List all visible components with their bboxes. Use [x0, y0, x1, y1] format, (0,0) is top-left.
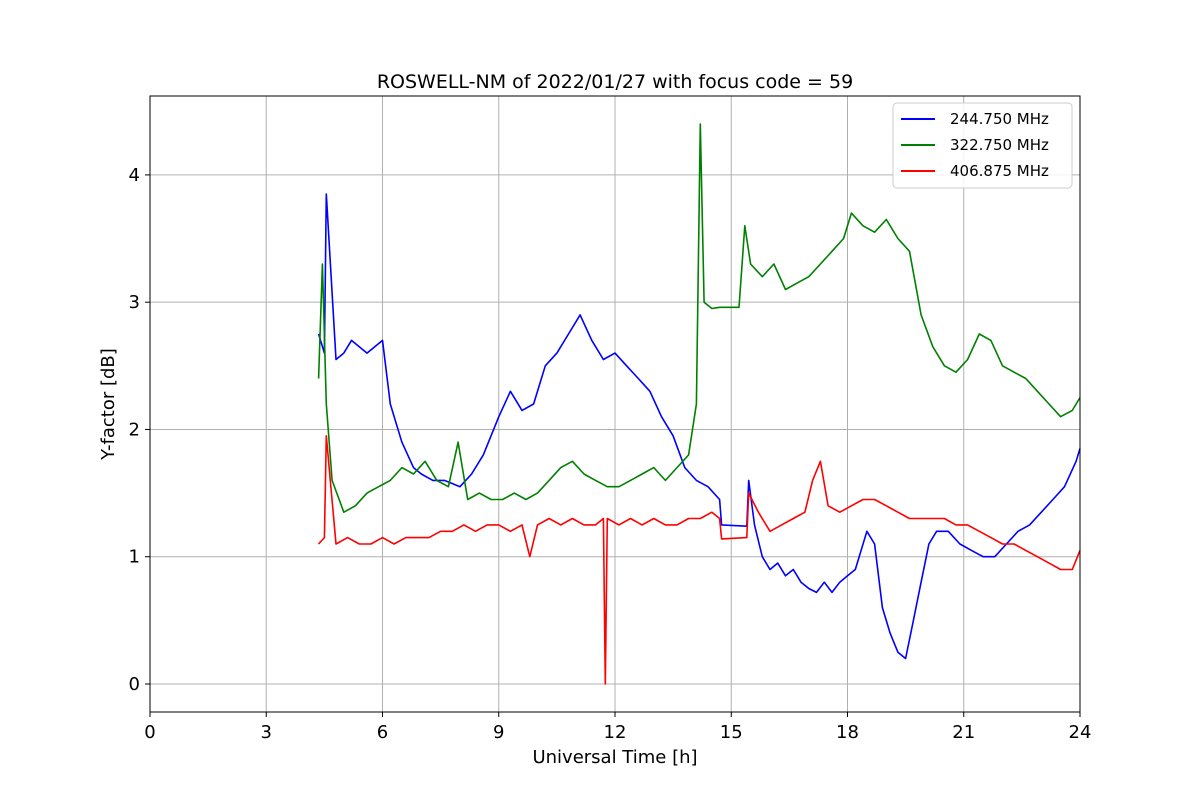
- y-axis-label: Y-factor [dB]: [98, 348, 119, 461]
- chart-title: ROSWELL-NM of 2022/01/27 with focus code…: [377, 71, 853, 93]
- y-tick-label: 4: [129, 165, 140, 186]
- x-tick-label: 3: [261, 722, 272, 743]
- x-tick-label: 6: [377, 722, 388, 743]
- series-layer: [317, 123, 1081, 685]
- legend-box: [892, 102, 1073, 189]
- legend-label-1: 322.750 MHz: [950, 136, 1049, 154]
- y-tick-label: 2: [129, 419, 140, 440]
- x-tick-label: 0: [144, 722, 155, 743]
- legend-label-0: 244.750 MHz: [950, 110, 1049, 128]
- series-line-1: [317, 123, 1081, 513]
- y-tick-label: 0: [129, 674, 140, 695]
- x-tick-label: 15: [720, 722, 743, 743]
- legend-label-2: 406.875 MHz: [950, 162, 1049, 180]
- y-tick-label: 1: [129, 547, 140, 568]
- y-tick-label: 3: [129, 292, 140, 313]
- series-line-2: [318, 435, 1081, 685]
- x-tick-label: 18: [836, 722, 859, 743]
- x-tick-label: 9: [493, 722, 504, 743]
- x-axis-label: Universal Time [h]: [532, 747, 697, 768]
- x-tick-label: 21: [952, 722, 975, 743]
- x-tick-label: 12: [604, 722, 627, 743]
- legend: 244.750 MHz 322.750 MHz 406.875 MHz: [892, 102, 1073, 189]
- x-tick-label: 24: [1069, 722, 1092, 743]
